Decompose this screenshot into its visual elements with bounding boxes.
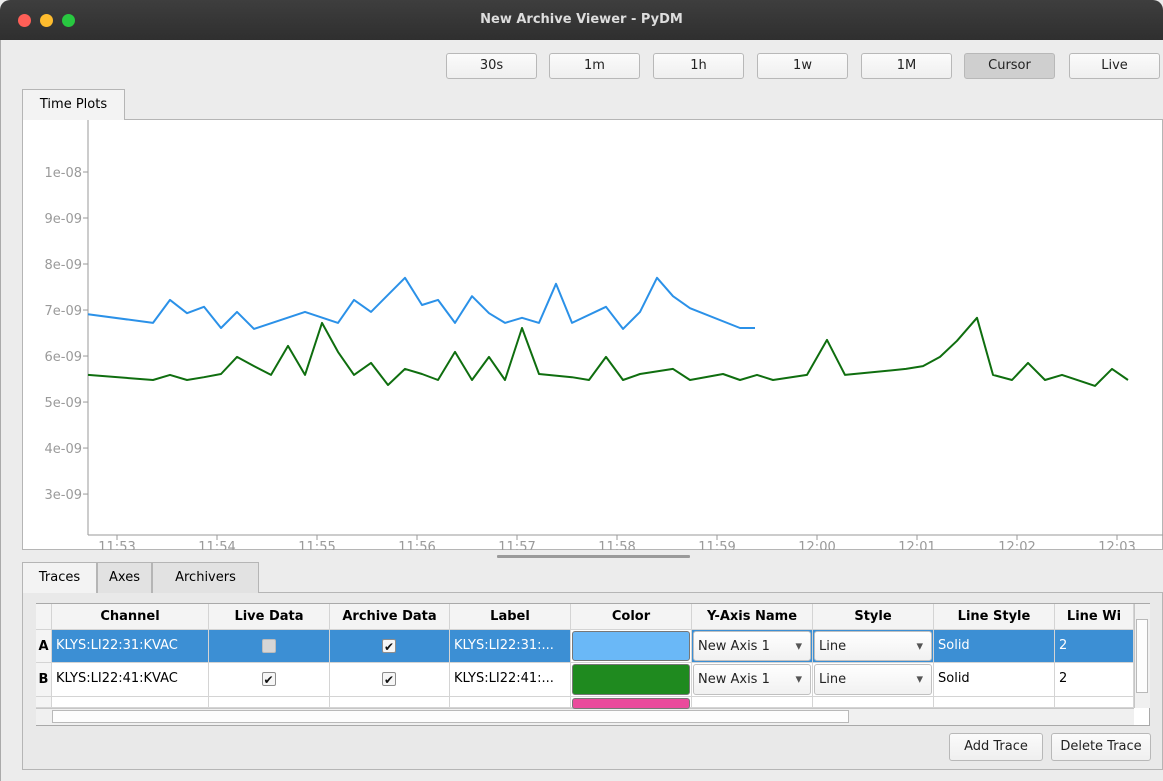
y-tick-label: 1e-08 (44, 166, 82, 181)
toolbar-button[interactable]: 1w (757, 53, 848, 79)
toolbar-button[interactable]: Cursor (964, 53, 1055, 79)
series-line (87, 276, 755, 330)
y-tick-label: 8e-09 (44, 258, 82, 273)
column-header: Label (450, 604, 571, 630)
table-cell (571, 630, 692, 663)
table-cell (209, 697, 330, 708)
toolbar-button[interactable]: Live (1069, 53, 1160, 79)
column-header: Color (571, 604, 692, 630)
checkbox[interactable]: ✔ (261, 672, 276, 687)
plot-frame (22, 119, 1163, 550)
table-cell (1055, 697, 1134, 708)
color-swatch[interactable] (572, 698, 690, 709)
x-tick-label: 12:00 (798, 540, 835, 550)
y-tick-label: 3e-09 (44, 488, 82, 503)
y-tick-label: 4e-09 (44, 442, 82, 457)
corner-header (36, 604, 52, 630)
y-tick-label: 7e-09 (44, 304, 82, 319)
color-swatch[interactable] (572, 631, 690, 661)
table-cell: KLYS:LI22:31:KVAC (52, 630, 209, 663)
table-cell: A (36, 630, 52, 663)
table-cell (330, 697, 450, 708)
table-cell (450, 697, 571, 708)
x-tick-label: 12:02 (998, 540, 1035, 550)
x-tick-label: 11:55 (298, 540, 335, 550)
column-header: Line Wi (1055, 604, 1134, 630)
column-header: Archive Data (330, 604, 450, 630)
combo-box[interactable]: New Axis 1 (693, 631, 811, 662)
y-tick-label: 6e-09 (44, 350, 82, 365)
tab[interactable]: Traces (22, 562, 97, 593)
table-cell: Solid (934, 663, 1055, 697)
x-tick-label: 11:56 (398, 540, 435, 550)
table-cell (52, 697, 209, 708)
table-cell (813, 663, 934, 697)
table-cell (209, 663, 330, 697)
minimize-button[interactable] (40, 14, 53, 27)
series-line (87, 316, 1129, 387)
tab[interactable]: Axes (97, 562, 152, 593)
x-tick-label: 11:58 (598, 540, 635, 550)
combo-box[interactable]: Line (814, 631, 932, 662)
checkbox[interactable] (261, 639, 276, 653)
v-scroll-thumb[interactable] (1136, 619, 1148, 693)
table-cell: 2 (1055, 630, 1134, 663)
table-cell (813, 697, 934, 708)
column-header: Y-Axis Name (692, 604, 813, 630)
y-tick-label: 9e-09 (44, 212, 82, 227)
zoom-button[interactable] (62, 14, 75, 27)
toolbar-button[interactable]: 1m (549, 53, 640, 79)
table-cell: KLYS:LI22:31:... (450, 630, 571, 663)
table-cell: B (36, 663, 52, 697)
x-tick-label: 11:53 (98, 540, 135, 550)
table-cell (330, 663, 450, 697)
tab[interactable]: Archivers (152, 562, 259, 593)
push-button[interactable]: Add Trace (949, 733, 1043, 761)
push-button[interactable]: Delete Trace (1051, 733, 1151, 761)
close-button[interactable] (18, 14, 31, 27)
column-header: Channel (52, 604, 209, 630)
table-cell (571, 663, 692, 697)
table-cell: KLYS:LI22:41:... (450, 663, 571, 697)
splitter-handle[interactable] (497, 555, 690, 558)
x-tick-label: 12:01 (898, 540, 935, 550)
time-plot: 1e-08 9e-09 8e-09 7e-09 6e-09 5e-09 4e-09 3e-09… (44, 119, 1163, 550)
checkbox[interactable]: ✔ (382, 639, 396, 654)
window-body (0, 40, 1163, 781)
table-cell: Solid (934, 630, 1055, 663)
toolbar-button[interactable]: 1h (653, 53, 744, 79)
table-cell (934, 697, 1055, 708)
x-tick-label: 11:57 (498, 540, 535, 550)
toolbar-button[interactable]: 30s (446, 53, 537, 79)
table-cell: 2 (1055, 663, 1134, 697)
combo-box[interactable]: New Axis 1 (693, 664, 811, 695)
title-bar: New Archive Viewer - PyDM (0, 0, 1163, 40)
table-cell: KLYS:LI22:41:KVAC (52, 663, 209, 697)
column-header: Line Style (934, 604, 1055, 630)
y-tick-label: 5e-09 (44, 396, 82, 411)
tab[interactable]: Time Plots (22, 89, 125, 120)
color-swatch[interactable] (572, 664, 690, 695)
table-cell (692, 697, 813, 708)
toolbar-button[interactable]: 1M (861, 53, 952, 79)
table-cell (692, 663, 813, 697)
column-header: Style (813, 604, 934, 630)
x-tick-label: 11:54 (198, 540, 235, 550)
checkbox[interactable]: ✔ (382, 672, 396, 687)
table-cell (36, 697, 52, 708)
h-scroll-thumb[interactable] (52, 710, 849, 723)
column-header: Live Data (209, 604, 330, 630)
x-tick-label: 11:59 (698, 540, 735, 550)
combo-box[interactable]: Line (814, 664, 932, 695)
x-tick-label: 12:03 (1098, 540, 1135, 550)
